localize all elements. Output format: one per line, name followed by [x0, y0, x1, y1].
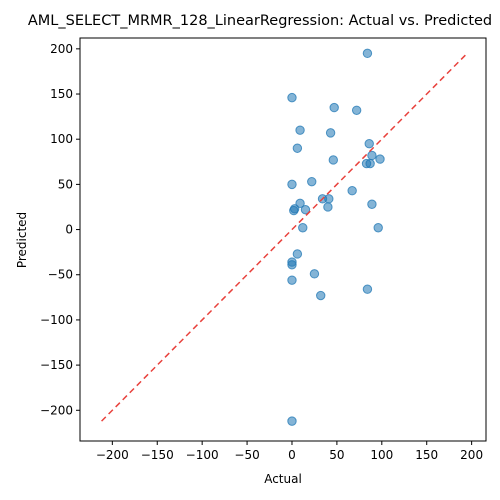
data-point — [289, 205, 299, 216]
data-point — [367, 150, 377, 161]
data-point — [328, 155, 339, 165]
data-point — [287, 92, 297, 103]
x-tick-label: 200 — [460, 448, 483, 462]
y-tick-label: 50 — [58, 177, 73, 191]
data-point — [323, 202, 333, 212]
data-point — [309, 269, 320, 279]
y-tick-label: 0 — [65, 223, 73, 237]
data-point — [287, 179, 297, 190]
data-point — [287, 260, 297, 270]
y-tick-label: 150 — [50, 87, 73, 101]
x-axis-label: Actual — [264, 472, 302, 486]
data-point — [347, 186, 357, 196]
x-tick-label: 100 — [370, 448, 393, 462]
data-point — [307, 176, 317, 187]
data-point — [364, 139, 374, 149]
x-axis: −200 −150 −100 −50 0 50 100 150 200 — [96, 441, 483, 462]
data-point — [351, 105, 362, 115]
data-point — [287, 275, 297, 285]
data-points — [287, 48, 385, 426]
data-point — [287, 416, 297, 426]
data-point — [362, 284, 373, 294]
x-tick-label: 0 — [288, 448, 296, 462]
y-axis-label: Predicted — [15, 212, 29, 268]
data-point — [373, 223, 383, 233]
data-point — [300, 204, 311, 215]
data-point — [367, 199, 377, 209]
data-point — [292, 143, 303, 153]
y-tick-label: 200 — [50, 42, 73, 56]
plot-area — [80, 38, 486, 441]
data-point — [362, 48, 373, 59]
x-tick-label: −100 — [186, 448, 219, 462]
data-point — [295, 125, 305, 135]
data-point — [329, 102, 339, 113]
data-point — [292, 249, 303, 259]
x-tick-label: −50 — [234, 448, 259, 462]
y-tick-label: −150 — [40, 358, 73, 372]
x-tick-label: 150 — [415, 448, 438, 462]
y-tick-label: 100 — [50, 132, 73, 146]
y-tick-label: −100 — [40, 313, 73, 327]
x-tick-label: 50 — [329, 448, 344, 462]
data-point — [325, 128, 336, 138]
y-axis: −200 −150 −100 −50 0 50 100 150 200 — [40, 42, 80, 417]
x-tick-label: −200 — [96, 448, 129, 462]
data-point — [375, 154, 385, 164]
data-point — [365, 158, 375, 169]
data-point — [324, 194, 334, 204]
data-point — [316, 290, 326, 301]
data-point — [298, 223, 308, 233]
y-tick-label: −50 — [48, 268, 73, 282]
y-tick-label: −200 — [40, 403, 73, 417]
identity-line — [101, 54, 466, 422]
plot-frame — [79, 37, 487, 442]
chart-title: AML_SELECT_MRMR_128_LinearRegression: Ac… — [28, 13, 492, 29]
x-tick-label: −150 — [141, 448, 174, 462]
